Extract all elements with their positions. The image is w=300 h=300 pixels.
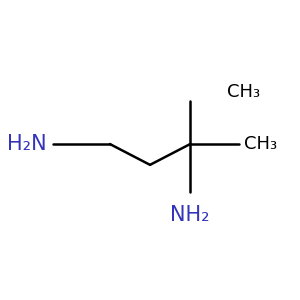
- Text: CH₃: CH₃: [244, 135, 277, 153]
- Text: H₂N: H₂N: [7, 134, 46, 154]
- Text: NH₂: NH₂: [170, 206, 210, 225]
- Text: CH₃: CH₃: [227, 83, 260, 101]
